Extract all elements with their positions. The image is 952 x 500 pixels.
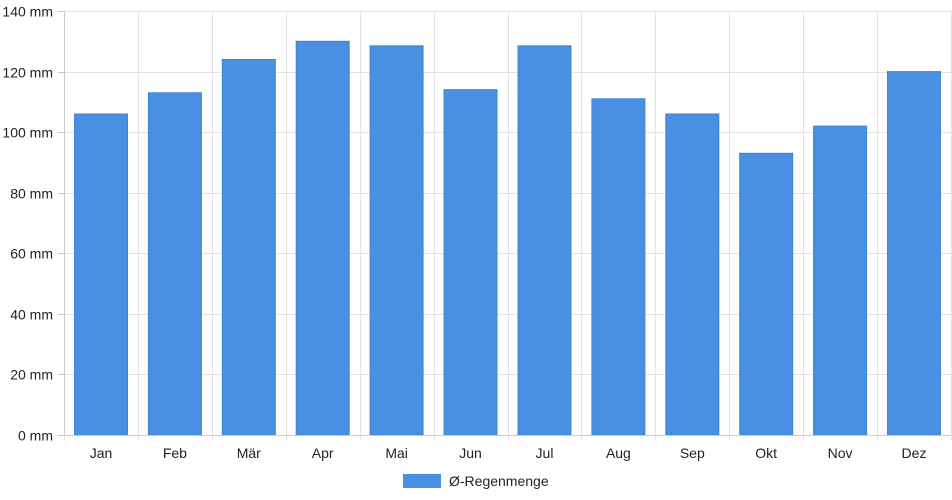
x-tick-label: Okt (755, 445, 777, 461)
x-tick-label: Jan (90, 445, 113, 461)
bar-sep[interactable] (665, 113, 720, 436)
legend[interactable]: Ø-Regenmenge (403, 473, 549, 489)
x-tick-label: Jul (536, 445, 554, 461)
x-tick-label: Dez (902, 445, 927, 461)
x-tick-label: Mai (385, 445, 408, 461)
y-tick-label: 20 mm (10, 367, 53, 383)
y-tick-label: 0 mm (18, 428, 53, 444)
bar-apr[interactable] (295, 40, 350, 436)
y-tick-label: 80 mm (10, 186, 53, 202)
bar-jan[interactable] (74, 113, 128, 436)
bar-okt[interactable] (739, 152, 794, 436)
x-tick-label: Jun (459, 445, 482, 461)
bars (74, 40, 941, 436)
bar-jul[interactable] (517, 45, 572, 436)
x-tick-label: Aug (606, 445, 631, 461)
x-tick-label: Mär (237, 445, 261, 461)
bar-chart: 0 mm 20 mm 40 mm 60 mm 80 mm 100 mm 120 mm 140 … (2, 4, 952, 461)
y-tick-label: 140 mm (2, 4, 53, 20)
bar-feb[interactable] (147, 92, 202, 436)
legend-swatch (403, 474, 441, 488)
grid (64, 11, 952, 441)
legend-label: Ø-Regenmenge (449, 473, 549, 489)
x-tick-label: Apr (312, 445, 334, 461)
bar-mär[interactable] (221, 59, 276, 436)
x-tick-label: Feb (163, 445, 187, 461)
y-tick-label: 120 mm (2, 65, 53, 81)
x-tick-label: Sep (680, 445, 705, 461)
x-tick-label: Nov (828, 445, 853, 461)
y-tick-label: 40 mm (10, 307, 53, 323)
bar-jun[interactable] (443, 89, 498, 436)
axes: 0 mm 20 mm 40 mm 60 mm 80 mm 100 mm 120 mm 140 … (2, 4, 951, 461)
y-tick-label: 100 mm (2, 125, 53, 141)
bar-aug[interactable] (591, 98, 646, 436)
bar-nov[interactable] (813, 125, 868, 436)
bar-mai[interactable] (369, 45, 424, 436)
bar-dez[interactable] (887, 71, 941, 436)
y-tick-label: 60 mm (10, 246, 53, 262)
